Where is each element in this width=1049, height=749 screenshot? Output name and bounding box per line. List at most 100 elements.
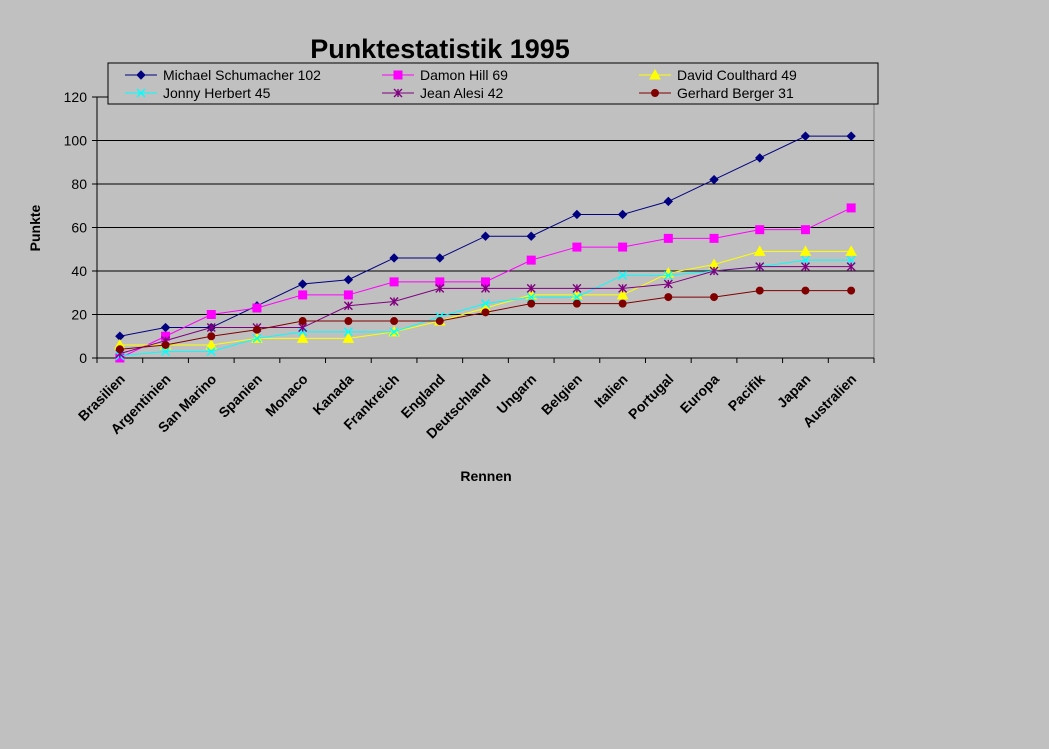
legend-entry: David Coulthard 49 <box>639 67 797 83</box>
data-point <box>649 68 661 80</box>
data-point <box>526 231 536 241</box>
data-point <box>663 233 673 243</box>
chart-title: Punktestatistik 1995 <box>310 34 570 64</box>
data-point <box>800 262 810 272</box>
legend-label: Michael Schumacher 102 <box>163 67 321 83</box>
data-point <box>206 310 216 319</box>
data-point <box>846 131 856 141</box>
data-point <box>710 293 719 302</box>
x-tick-label: Italien <box>591 371 631 411</box>
series-2 <box>115 203 856 363</box>
x-tick-label: Pacifik <box>725 371 768 414</box>
data-point <box>390 317 399 326</box>
data-point <box>618 299 627 308</box>
y-tick-label: 0 <box>79 350 87 366</box>
y-tick-label: 60 <box>71 220 87 236</box>
data-point <box>709 266 719 276</box>
legend-entry: Gerhard Berger 31 <box>639 85 794 101</box>
data-point <box>389 253 399 263</box>
data-point <box>435 253 445 263</box>
data-point <box>389 277 399 287</box>
legend-box <box>107 62 879 105</box>
data-point <box>480 231 491 241</box>
data-point <box>252 333 262 343</box>
data-point <box>572 209 582 220</box>
x-tick-label: Japan <box>774 371 814 411</box>
data-point <box>207 332 216 341</box>
data-point <box>298 317 307 326</box>
data-point <box>481 299 490 309</box>
legend: Michael Schumacher 102 Damon Hill 69 David… <box>107 62 879 105</box>
data-point <box>343 301 353 311</box>
data-point <box>618 270 628 280</box>
data-point <box>344 317 353 326</box>
data-point <box>846 203 856 213</box>
series-5 <box>115 262 856 359</box>
data-point <box>252 325 261 334</box>
y-tick-label: 40 <box>71 263 87 279</box>
x-tick-label: Belgien <box>538 371 585 418</box>
legend-entry: Jean Alesi 42 <box>382 85 503 101</box>
y-axis-ticks: 0 20 40 60 80 100 120 <box>64 89 874 366</box>
data-point <box>136 88 146 98</box>
x-tick-label: Ungarn <box>493 371 539 417</box>
data-point <box>709 233 719 243</box>
data-point <box>800 255 810 265</box>
data-point <box>526 292 536 302</box>
data-point <box>800 131 811 141</box>
data-point <box>206 346 216 356</box>
data-point <box>572 299 581 308</box>
data-point <box>298 290 308 300</box>
data-point <box>572 283 582 293</box>
data-point <box>755 286 764 295</box>
data-point <box>526 255 536 265</box>
data-point <box>136 70 146 80</box>
legend-entry: Michael Schumacher 102 <box>125 67 321 83</box>
data-point <box>160 322 171 333</box>
data-point <box>572 242 582 252</box>
data-point <box>393 70 403 80</box>
data-point <box>846 255 856 265</box>
legend-label: David Coulthard 49 <box>677 67 797 83</box>
data-point <box>252 303 262 313</box>
legend-label: Damon Hill 69 <box>420 67 508 83</box>
data-point <box>115 345 124 354</box>
data-point <box>755 262 765 272</box>
data-point <box>435 317 444 326</box>
data-point <box>616 288 629 300</box>
data-point <box>755 225 765 235</box>
data-point <box>753 245 766 256</box>
y-tick-label: 80 <box>71 176 87 192</box>
data-point <box>435 283 445 293</box>
data-point <box>663 279 673 289</box>
x-tick-label: Portugal <box>625 371 676 422</box>
x-tick-label: Europa <box>677 371 723 417</box>
data-point <box>755 153 765 163</box>
data-point <box>481 283 490 293</box>
data-point <box>846 262 856 272</box>
data-point <box>800 225 810 235</box>
y-tick-label: 100 <box>64 133 88 149</box>
series-6 <box>115 286 856 354</box>
data-point <box>618 242 628 252</box>
y-tick-label: 120 <box>64 89 88 105</box>
data-point <box>651 89 659 97</box>
data-point <box>205 338 218 350</box>
data-point <box>617 209 628 220</box>
data-point <box>206 323 216 333</box>
data-point <box>845 245 857 256</box>
series-group <box>114 131 857 363</box>
data-point <box>526 283 536 293</box>
series-1 <box>115 131 856 341</box>
data-point <box>343 290 353 300</box>
data-point <box>709 174 719 185</box>
data-point <box>572 292 582 302</box>
y-tick-label: 20 <box>71 307 87 323</box>
legend-label: Gerhard Berger 31 <box>677 85 794 101</box>
data-point <box>481 308 490 317</box>
legend-label: Jean Alesi 42 <box>420 85 503 101</box>
legend-entry: Damon Hill 69 <box>382 67 508 83</box>
y-axis-label: Punkte <box>27 204 43 251</box>
